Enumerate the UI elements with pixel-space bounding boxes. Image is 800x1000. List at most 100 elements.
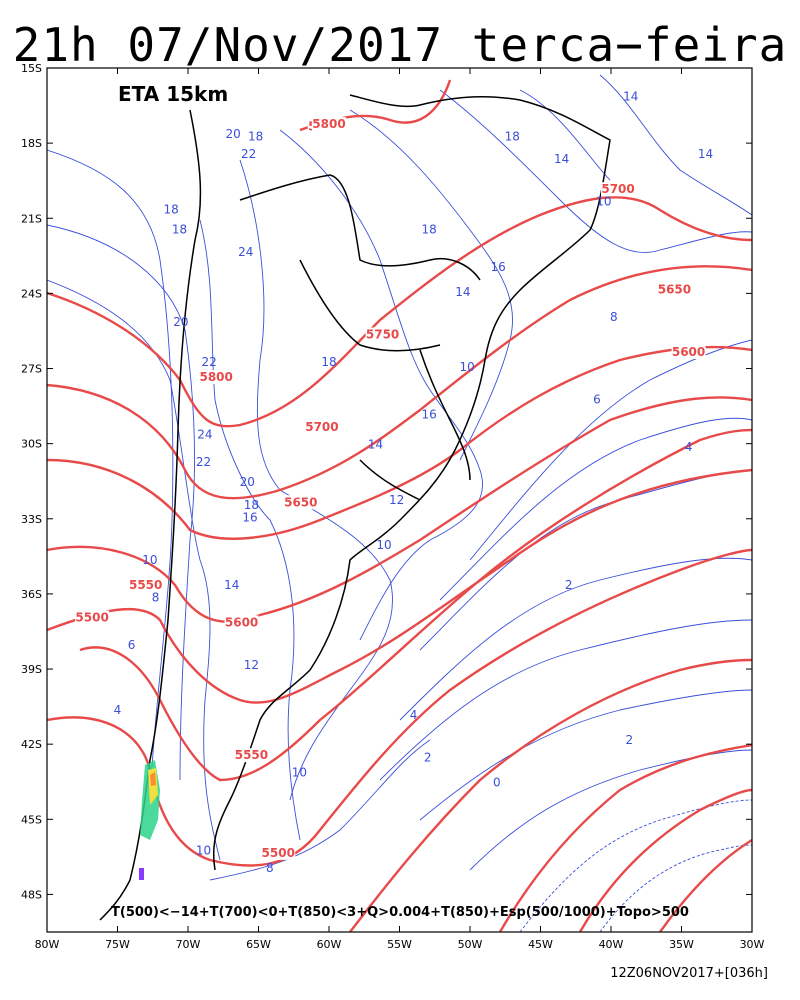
thickness-label-bg (304, 420, 339, 435)
thickness-label: 5650 (284, 495, 317, 509)
longitude-axis: 80W 75W 70W 65W 60W 55W 50W 45W 40W 35W 30W (35, 68, 765, 951)
thickness-label-bg (601, 182, 636, 197)
lon-label: 75W (105, 938, 130, 951)
thickness-label-bg (199, 370, 234, 385)
temperature-label: 14 (455, 285, 470, 299)
lat-label: 30S (21, 438, 42, 451)
temperature-label: 18 (505, 130, 520, 144)
temperature-label: 10 (196, 843, 211, 857)
lon-label: 70W (176, 938, 201, 951)
temperature-label: 22 (196, 455, 211, 469)
thickness-label-bg (283, 495, 318, 510)
thickness-label: 5700 (305, 420, 338, 434)
temperature-label: 24 (238, 245, 253, 259)
map-title: 21h 07/Nov/2017 terca−feira (12, 18, 788, 72)
thickness-label-bg (312, 117, 346, 132)
lat-label: 21S (21, 212, 42, 225)
lat-label: 39S (21, 663, 42, 676)
thickness-label: 5550 (129, 578, 162, 592)
temperature-label: 18 (172, 222, 187, 236)
thickness-label-bg (224, 615, 259, 630)
thickness-label-bg (128, 577, 163, 592)
temperature-label: 6 (128, 638, 136, 652)
lat-label: 27S (21, 363, 42, 376)
lon-label: 50W (458, 938, 483, 951)
temperature-label: 18 (244, 498, 259, 512)
temperature-label: 14 (698, 147, 713, 161)
temperature-label: 10 (292, 766, 307, 780)
topography-shading (139, 760, 160, 880)
lat-label: 15S (21, 62, 42, 75)
lat-label: 18S (21, 137, 42, 150)
temperature-label: 16 (242, 510, 257, 524)
thickness-label: 5600 (672, 345, 705, 359)
thickness-label: 5600 (225, 615, 258, 629)
temperature-label: 24 (197, 428, 212, 442)
legend-text: T(500)<−14+T(700)<0+T(850)<3+Q>0.004+T(8… (111, 905, 689, 920)
temperature-label: 22 (202, 355, 217, 369)
thickness-label-bg (671, 345, 706, 359)
temperature-label: 8 (266, 861, 274, 875)
temperature-label: 10 (596, 195, 611, 209)
temperature-label: 14 (623, 90, 638, 104)
map-frame-bg (47, 68, 752, 932)
lat-label: 24S (21, 287, 42, 300)
temperature-label: 14 (368, 438, 383, 452)
lat-label: 48S (21, 888, 42, 901)
lon-label: 45W (528, 938, 553, 951)
temperature-label: 4 (685, 440, 693, 454)
thickness-label: 5750 (366, 327, 399, 341)
lon-label: 30W (740, 938, 765, 951)
temperature-label: 4 (410, 708, 418, 722)
latitude-axis: 15S 18S 21S 24S 27S 30S 33S 36S 39S 42S 45S 48S (21, 62, 752, 901)
temperature-label: 2 (626, 733, 634, 747)
thickness-label: 5500 (75, 610, 108, 624)
thickness-label: 5550 (235, 748, 268, 762)
model-label: ETA 15km (118, 82, 228, 106)
thickness-label: 5800 (312, 117, 345, 131)
lon-label: 65W (246, 938, 271, 951)
temperature-label: 12 (244, 658, 259, 672)
lat-label: 45S (21, 813, 42, 826)
temperature-label: 12 (389, 493, 404, 507)
thickness-label: 5700 (601, 182, 634, 196)
temperature-label: 22 (241, 147, 256, 161)
lon-label: 40W (599, 938, 624, 951)
temperature-label: 18 (248, 130, 263, 144)
temperature-label: 20 (173, 315, 188, 329)
lat-label: 33S (21, 513, 42, 526)
temperature-isolines (47, 74, 752, 932)
thickness-label: 5800 (199, 370, 232, 384)
thickness-label-bg (261, 845, 296, 860)
temperature-label: 4 (114, 703, 122, 717)
run-label: 12Z06NOV2017+[036h] (610, 966, 768, 981)
lon-label: 80W (35, 938, 60, 951)
coastline (99, 94, 611, 921)
thickness-labels: 5800580058005750570057005650565056005600… (75, 117, 706, 860)
temperature-label: 8 (610, 310, 618, 324)
temperature-label: 2 (565, 578, 573, 592)
temperature-label: 8 (152, 590, 160, 604)
thickness-label-bg (365, 327, 400, 342)
temperature-label: 14 (224, 578, 239, 592)
temperature-label: 6 (593, 393, 601, 407)
temperature-label: 20 (225, 127, 240, 141)
temperature-label: 18 (421, 222, 436, 236)
lat-label: 36S (21, 588, 42, 601)
lon-label: 55W (387, 938, 412, 951)
temperature-label: 10 (460, 360, 475, 374)
thickness-label-bg (234, 748, 269, 763)
lon-label: 60W (317, 938, 342, 951)
temperature-label: 10 (142, 553, 157, 567)
thickness-label: 5650 (658, 282, 691, 296)
temperature-label: 14 (554, 152, 569, 166)
temperature-label: 0 (493, 776, 501, 790)
lon-label: 35W (669, 938, 694, 951)
lat-label: 42S (21, 738, 42, 751)
temperature-label: 18 (321, 355, 336, 369)
temperature-label: 16 (491, 260, 506, 274)
temperature-label: 10 (376, 538, 391, 552)
temperature-label: 16 (421, 408, 436, 422)
